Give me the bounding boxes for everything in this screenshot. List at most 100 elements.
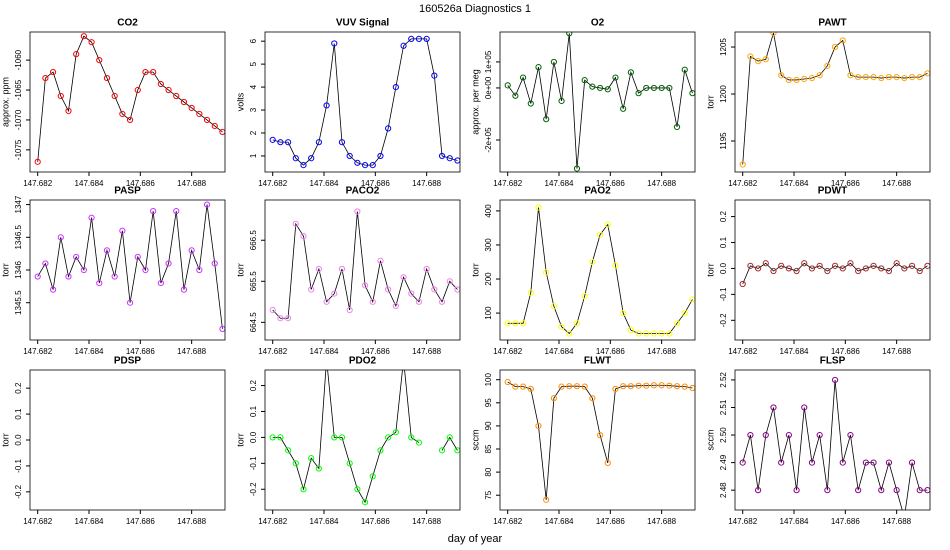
data-point [408, 35, 415, 42]
data-point [57, 234, 64, 241]
panel-title: PDSP [114, 356, 142, 367]
plot-frame [734, 199, 931, 341]
x-tick-label: 147.686 [596, 347, 625, 356]
data-point [512, 383, 519, 390]
y-tick-label: 1346 [14, 261, 23, 279]
y-tick-label: 2.51 [719, 399, 728, 415]
y-axis-label: sccm [705, 430, 715, 451]
data-point [504, 320, 511, 327]
data-point [292, 220, 299, 227]
data-point [377, 257, 384, 264]
y-tick-label: 0.1 [719, 236, 728, 248]
x-tick-label: 147.682 [258, 517, 287, 526]
data-point [180, 286, 188, 293]
x-tick-label: 147.686 [831, 179, 860, 188]
x-tick-label: 147.684 [310, 347, 339, 356]
x-tick-label: 147.688 [177, 517, 206, 526]
data-point [754, 58, 762, 65]
data-point [739, 459, 746, 466]
panel-title: FLWT [584, 356, 611, 367]
data-point [142, 68, 149, 76]
x-tick-label: 147.688 [412, 179, 441, 188]
x-tick-label: 147.688 [177, 179, 206, 188]
data-point [924, 487, 930, 494]
plot-area [34, 33, 225, 165]
y-tick-label: 3 [249, 107, 258, 112]
panel-title: PDWT [818, 186, 847, 197]
y-tick-label: -0.2 [249, 482, 258, 496]
data-point [292, 460, 299, 467]
data-point [519, 74, 527, 81]
data-point [96, 57, 103, 64]
data-point [150, 68, 157, 76]
x-tick-label: 147.682 [23, 517, 52, 526]
y-tick-label: 0.1 [249, 405, 258, 417]
data-point [824, 487, 831, 494]
y-tick-label: 1205 [719, 38, 728, 56]
x-tick-label: 147.686 [596, 517, 625, 526]
data-point [650, 84, 658, 92]
data-point [504, 378, 511, 386]
y-tick-label: 200 [484, 272, 493, 286]
data-point [527, 385, 534, 393]
data-point [658, 330, 665, 337]
y-tick-label: 4 [249, 84, 258, 89]
data-point [908, 74, 916, 81]
x-tick-label: 147.684 [75, 517, 104, 526]
data-point [346, 152, 353, 160]
data-point [408, 434, 415, 441]
data-point [739, 161, 746, 168]
data-point [385, 434, 392, 441]
x-tick-label: 147.688 [647, 179, 676, 188]
data-point [666, 330, 673, 337]
data-point [292, 155, 299, 162]
data-point [211, 260, 218, 267]
y-tick-label: 300 [484, 238, 493, 252]
x-tick-label: 147.686 [361, 179, 390, 188]
data-point [519, 383, 527, 390]
data-point [96, 279, 103, 287]
series-line [272, 38, 458, 166]
y-tick-label: 90 [484, 421, 493, 430]
data-point [801, 260, 808, 267]
y-tick-label: 400 [484, 204, 493, 218]
data-point [111, 273, 118, 280]
series-line [507, 381, 693, 500]
data-point [408, 290, 415, 297]
panel-title: PACO2 [346, 186, 380, 197]
data-point [300, 162, 307, 169]
data-point [188, 247, 195, 254]
data-point [604, 86, 611, 93]
y-tick-label: 6 [249, 38, 258, 43]
x-tick-label: 147.688 [412, 347, 441, 356]
data-point [658, 382, 665, 389]
panel-title: PDO2 [349, 356, 377, 367]
y-tick-label: 5 [249, 61, 258, 66]
data-point [747, 53, 754, 60]
y-tick-label: 1195 [719, 132, 728, 150]
data-point [34, 273, 41, 280]
data-point [392, 302, 399, 310]
x-tick-label: 147.686 [831, 347, 860, 356]
data-point [361, 162, 369, 169]
plot-area [504, 32, 695, 172]
data-point [377, 152, 384, 160]
data-point [596, 84, 604, 92]
data-point [808, 459, 816, 466]
y-axis-label: torr [0, 263, 10, 277]
data-point [558, 97, 565, 105]
x-tick-label: 147.682 [493, 517, 522, 526]
data-point [446, 434, 453, 441]
data-point [446, 155, 453, 162]
data-point [627, 327, 634, 334]
data-point [635, 90, 642, 97]
plot-frame [29, 369, 226, 511]
x-tick-label: 147.682 [493, 347, 522, 356]
data-point [324, 357, 329, 362]
data-point [527, 100, 534, 107]
data-point [831, 262, 839, 269]
data-point [762, 431, 769, 439]
data-point [512, 320, 519, 327]
y-axis-label: torr [235, 263, 245, 277]
data-point [612, 74, 619, 81]
